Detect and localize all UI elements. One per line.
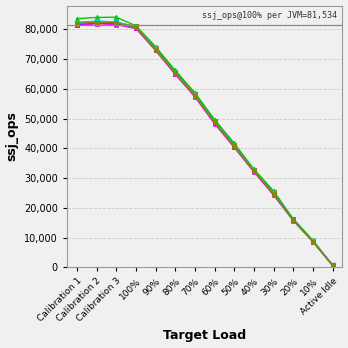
Text: ssj_ops@100% per JVM=81,534: ssj_ops@100% per JVM=81,534: [202, 10, 337, 19]
Y-axis label: ssj_ops: ssj_ops: [6, 112, 18, 161]
X-axis label: Target Load: Target Load: [163, 330, 246, 342]
